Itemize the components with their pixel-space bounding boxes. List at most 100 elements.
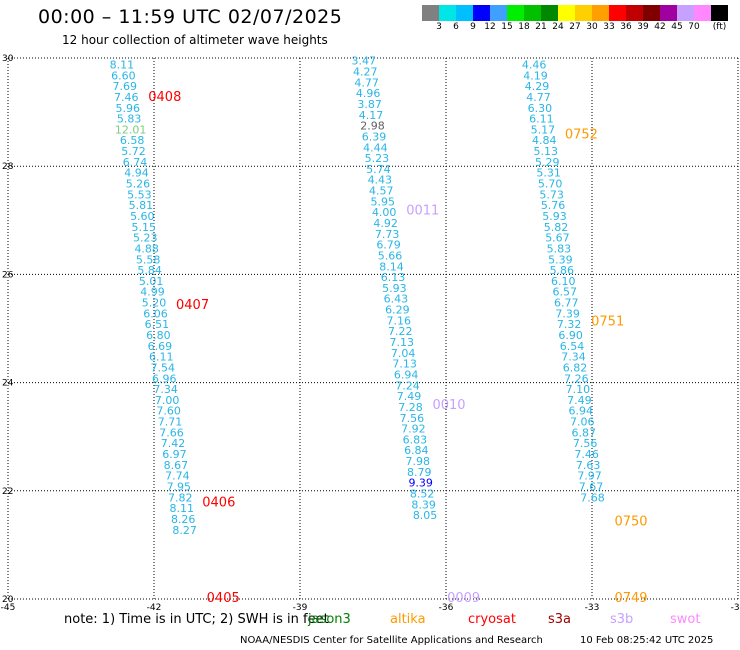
colorbar-cell bbox=[507, 5, 524, 21]
wave-height-value: 4.27 bbox=[353, 66, 378, 79]
wave-height-value: 7.98 bbox=[406, 455, 431, 468]
wave-height-value: 7.00 bbox=[155, 394, 180, 407]
colorbar-cell bbox=[456, 5, 473, 21]
wave-height-value: 8.39 bbox=[411, 498, 436, 511]
lon-tick-label: -45 bbox=[1, 603, 16, 613]
wave-height-value: 5.17 bbox=[531, 123, 556, 136]
satellite-legend-item: s3b bbox=[610, 612, 634, 627]
satellite-legend-item: cryosat bbox=[468, 612, 516, 627]
wave-height-value: 6.94 bbox=[569, 405, 594, 418]
wave-height-value: 8.79 bbox=[407, 466, 432, 479]
wave-height-value: 7.10 bbox=[566, 383, 591, 396]
wave-height-value: 6.10 bbox=[551, 275, 576, 288]
colorbar-label: 45 bbox=[671, 22, 683, 32]
wave-height-value: 5.96 bbox=[115, 102, 140, 115]
wave-height-value: 12.01 bbox=[115, 123, 147, 136]
wave-height-value: 5.39 bbox=[548, 253, 573, 266]
wave-height-value: 7.24 bbox=[395, 379, 420, 392]
lon-tick-label: -39 bbox=[293, 603, 308, 613]
colorbar-cell bbox=[490, 5, 507, 21]
wave-height-value: 7.56 bbox=[400, 412, 425, 425]
wave-height-value: 4.88 bbox=[134, 242, 159, 255]
colorbar-label: 27 bbox=[569, 22, 581, 32]
colorbar-cell bbox=[558, 5, 575, 21]
wave-height-value: 7.92 bbox=[401, 423, 426, 436]
satellite-legend-item: altika bbox=[390, 612, 426, 627]
lat-tick-label: 20 bbox=[2, 595, 14, 605]
wave-height-value: 7.49 bbox=[567, 394, 592, 407]
wave-height-value: 6.77 bbox=[554, 297, 579, 310]
wave-height-value: 5.01 bbox=[139, 275, 164, 288]
wave-height-value: 5.70 bbox=[538, 178, 563, 191]
track-time-label: 0010 bbox=[432, 398, 465, 413]
wave-height-value: 6.39 bbox=[362, 130, 387, 143]
wave-height-value: 5.72 bbox=[121, 145, 146, 158]
wave-height-value: 6.87 bbox=[571, 426, 596, 439]
wave-height-value: 5.83 bbox=[547, 242, 572, 255]
wave-height-value: 7.60 bbox=[156, 405, 181, 418]
colorbar-cell bbox=[626, 5, 643, 21]
colorbar-cell bbox=[439, 5, 456, 21]
wave-height-value: 5.20 bbox=[142, 297, 167, 310]
colorbar-label: 12 bbox=[484, 22, 496, 32]
wave-height-value: 5.13 bbox=[534, 145, 559, 158]
wave-height-value: 5.15 bbox=[132, 221, 157, 234]
colorbar-label: 3 bbox=[436, 22, 442, 32]
track-time-label: 0752 bbox=[565, 128, 598, 143]
wave-height-value: 6.11 bbox=[529, 113, 554, 126]
colorbar-label: 36 bbox=[620, 22, 632, 32]
lat-tick-label: 22 bbox=[2, 487, 13, 497]
colorbar-label: 9 bbox=[470, 22, 476, 32]
lon-tick-label: -42 bbox=[147, 603, 162, 613]
wave-height-value: 5.93 bbox=[382, 282, 407, 295]
wave-height-value: 6.79 bbox=[376, 239, 401, 252]
colorbar-label: 6 bbox=[453, 22, 459, 32]
colorbar-cell bbox=[575, 5, 592, 21]
wave-height-value: 7.13 bbox=[389, 336, 414, 349]
colorbar-label: 39 bbox=[637, 22, 649, 32]
colorbar-label: 21 bbox=[535, 22, 547, 32]
wave-height-value: 5.31 bbox=[536, 167, 561, 180]
wave-height-value: 4.94 bbox=[124, 167, 149, 180]
wave-height-value: 6.13 bbox=[381, 271, 406, 284]
wave-height-value: 6.80 bbox=[146, 329, 171, 342]
colorbar-label: 18 bbox=[518, 22, 530, 32]
colorbar-cell bbox=[677, 5, 694, 21]
wave-height-value: 8.67 bbox=[164, 459, 189, 472]
wave-height-value: 5.23 bbox=[133, 232, 158, 245]
wave-height-value: 6.83 bbox=[403, 433, 428, 446]
wave-height-value: 7.26 bbox=[564, 372, 589, 385]
wave-height-value: 7.95 bbox=[167, 480, 192, 493]
wave-height-value: 8.05 bbox=[413, 509, 438, 522]
wave-height-value: 7.42 bbox=[161, 437, 186, 450]
track-time-label: 0749 bbox=[614, 591, 647, 606]
wave-height-value: 8.52 bbox=[410, 488, 435, 501]
wave-height-value: 3.87 bbox=[357, 98, 382, 111]
wave-height-value: 7.69 bbox=[113, 80, 138, 93]
wave-height-value: 5.82 bbox=[544, 221, 569, 234]
wave-height-value: 6.94 bbox=[394, 368, 419, 381]
colorbar-labels: 3 6 9 12 15 18 21 24 27 30 33 36 39 42 45 70 (ft) bbox=[422, 22, 728, 34]
wave-height-value: 4.92 bbox=[373, 217, 398, 230]
wave-height-value: 6.60 bbox=[111, 69, 136, 82]
wave-height-value: 6.97 bbox=[162, 448, 187, 461]
wave-height-value: 5.93 bbox=[542, 210, 567, 223]
wave-height-value: 7.46 bbox=[114, 91, 139, 104]
wave-height-value: 6.74 bbox=[123, 156, 148, 169]
wave-height-value: 5.76 bbox=[541, 199, 566, 212]
wave-height-value: 8.26 bbox=[171, 513, 196, 526]
colorbar-cell bbox=[541, 5, 558, 21]
colorbar-label: 33 bbox=[603, 22, 615, 32]
wave-height-value: 7.54 bbox=[151, 361, 176, 374]
page-title: 00:00 – 11:59 UTC 02/07/2025 bbox=[38, 6, 343, 28]
track-time-label: 0750 bbox=[614, 515, 647, 530]
wave-height-value: 8.11 bbox=[169, 502, 194, 515]
track-time-label: 0011 bbox=[406, 203, 439, 218]
wave-height-value: 5.23 bbox=[365, 152, 390, 165]
wave-height-value: 6.29 bbox=[385, 304, 410, 317]
wave-height-value: 6.96 bbox=[152, 372, 177, 385]
wave-height-value: 5.67 bbox=[545, 232, 570, 245]
wave-height-value: 9.39 bbox=[408, 477, 433, 490]
track-time-label: 0009 bbox=[447, 591, 480, 606]
colorbar-cell bbox=[524, 5, 541, 21]
